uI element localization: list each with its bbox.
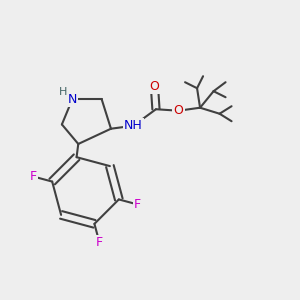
Text: F: F (96, 236, 103, 249)
Text: O: O (173, 104, 183, 117)
Text: O: O (149, 80, 159, 93)
Text: H: H (59, 87, 68, 97)
Text: N: N (68, 93, 77, 106)
Text: F: F (134, 198, 141, 211)
Text: NH: NH (124, 119, 143, 132)
Text: F: F (30, 170, 37, 183)
